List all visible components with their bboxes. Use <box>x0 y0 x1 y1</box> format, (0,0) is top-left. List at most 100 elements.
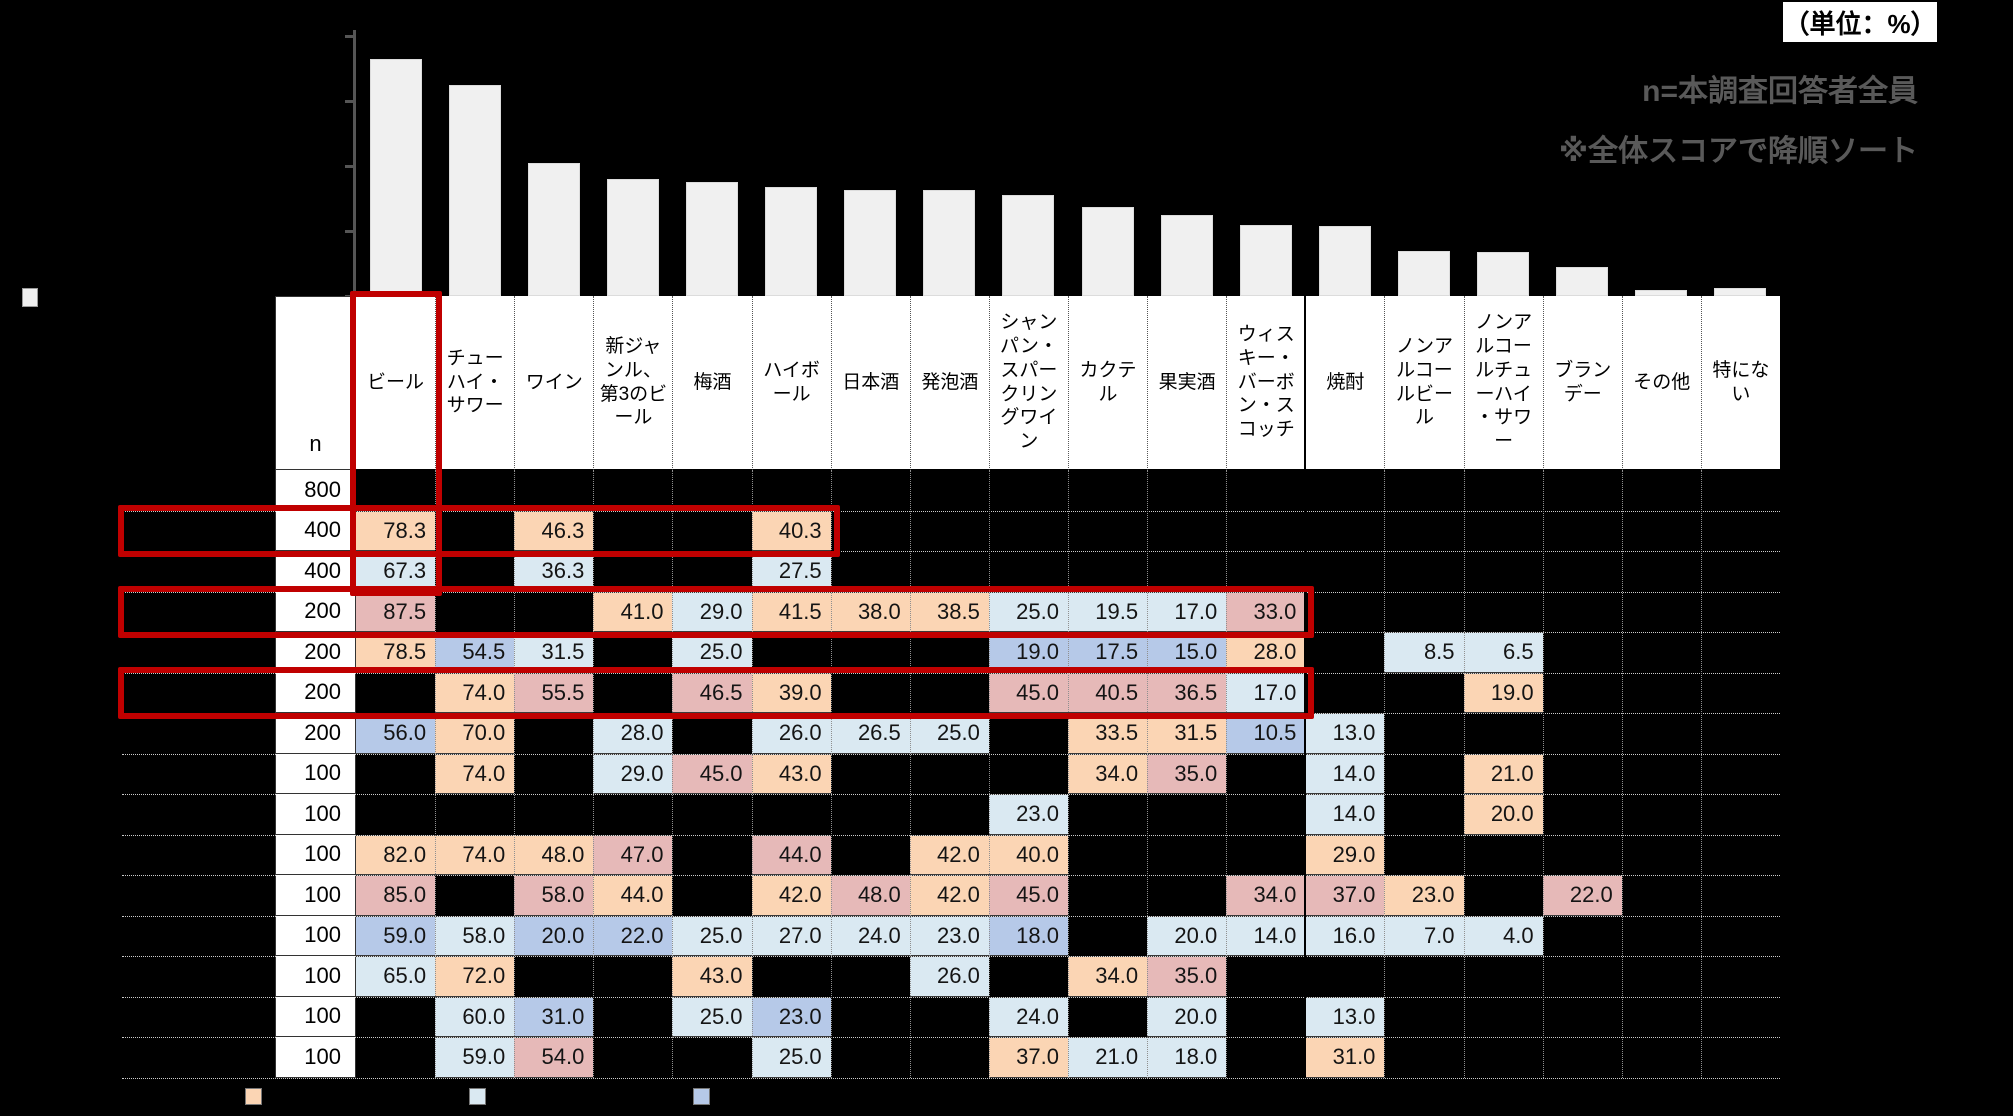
value-cell-r13-c1: 65.0 <box>356 956 436 997</box>
row-separator <box>122 794 1780 795</box>
value-cell-r14-c5: 25.0 <box>672 996 752 1037</box>
bar-3 <box>527 162 580 296</box>
value-cell-r7-c7: 26.5 <box>830 713 910 754</box>
value-cell-r12-c4: 22.0 <box>593 915 673 956</box>
value-cell-r12-c6: 27.0 <box>751 915 831 956</box>
value-cell-r13-c8: 26.0 <box>909 956 989 997</box>
value-cell-r12-c2: 58.0 <box>435 915 515 956</box>
value-cell-r5-c14: 8.5 <box>1384 632 1464 673</box>
legend-swatch-periwinkle <box>693 1088 710 1105</box>
value-cell-r7-c1: 56.0 <box>356 713 436 754</box>
value-cell-r9-c15: 20.0 <box>1463 794 1543 835</box>
value-cell-r8-c5: 45.0 <box>672 753 752 794</box>
value-cell-r12-c9: 18.0 <box>988 915 1068 956</box>
bar-5 <box>685 182 738 296</box>
value-cell-r12-c12: 14.0 <box>1226 915 1306 956</box>
value-cell-r11-c7: 48.0 <box>830 875 910 916</box>
bar-9 <box>1002 195 1055 296</box>
column-separator <box>1384 470 1386 1078</box>
column-header-3: ワイン <box>514 296 594 470</box>
bar-16 <box>1556 266 1609 296</box>
value-cell-r5-c3: 31.5 <box>514 632 594 673</box>
n-cell-row-9: 100 <box>275 794 356 835</box>
legend-swatch-lightblue <box>469 1088 486 1105</box>
value-cell-r4-c6: 41.5 <box>751 591 831 632</box>
n-cell-row-10: 100 <box>275 834 356 875</box>
n-cell-row-5: 200 <box>275 632 356 673</box>
column-header-8: 発泡酒 <box>909 296 989 470</box>
column-header-17: その他 <box>1621 296 1701 470</box>
value-cell-r5-c2: 54.5 <box>435 632 515 673</box>
value-cell-r7-c8: 25.0 <box>909 713 989 754</box>
value-cell-r15-c9: 37.0 <box>988 1037 1068 1078</box>
value-cell-r5-c9: 19.0 <box>988 632 1068 673</box>
row-separator <box>122 1077 1780 1079</box>
value-cell-r10-c6: 44.0 <box>751 834 831 875</box>
value-cell-r4-c11: 17.0 <box>1147 591 1227 632</box>
note-sort-order: ※全体スコアで降順ソート <box>1558 135 1918 168</box>
value-cell-r10-c3: 48.0 <box>514 834 594 875</box>
value-cell-r4-c8: 38.5 <box>909 591 989 632</box>
value-cell-r6-c6: 39.0 <box>751 672 831 713</box>
value-cell-r12-c3: 20.0 <box>514 915 594 956</box>
column-separator <box>514 470 516 1078</box>
value-cell-r10-c9: 40.0 <box>988 834 1068 875</box>
value-cell-r14-c3: 31.0 <box>514 996 594 1037</box>
column-separator <box>435 470 437 1078</box>
column-separator <box>1067 470 1069 1078</box>
highlight-box-beer-column <box>350 291 442 596</box>
column-header-16: ブランデー <box>1542 296 1622 470</box>
value-cell-r7-c2: 70.0 <box>435 713 515 754</box>
column-header-1: ビール <box>356 296 436 470</box>
highlight-box-row-n200-first <box>118 586 1314 638</box>
column-header-5: 梅酒 <box>672 296 752 470</box>
column-separator <box>672 470 674 1078</box>
column-header-6: ハイボール <box>751 296 831 470</box>
value-cell-r13-c2: 72.0 <box>435 956 515 997</box>
value-cell-r8-c10: 34.0 <box>1067 753 1148 794</box>
column-header-14: ノンアルコールビール <box>1384 296 1464 470</box>
column-separator <box>1463 470 1465 1078</box>
row-separator <box>122 834 1780 836</box>
n-cell-row-1: 800 <box>275 470 356 511</box>
value-cell-r6-c15: 19.0 <box>1463 672 1543 713</box>
value-cell-r13-c10: 34.0 <box>1067 956 1148 997</box>
row-separator <box>122 875 1780 876</box>
value-cell-r15-c6: 25.0 <box>751 1037 831 1078</box>
value-cell-r12-c14: 7.0 <box>1384 915 1464 956</box>
row-separator <box>122 672 1780 674</box>
value-cell-r7-c4: 28.0 <box>593 713 673 754</box>
value-cell-r2-c6: 40.3 <box>751 510 831 551</box>
value-cell-r12-c7: 24.0 <box>830 915 910 956</box>
row-separator <box>122 510 1780 512</box>
value-cell-r13-c11: 35.0 <box>1147 956 1227 997</box>
value-cell-r11-c13: 37.0 <box>1305 875 1385 916</box>
value-cell-r12-c5: 25.0 <box>672 915 752 956</box>
value-cell-r5-c5: 25.0 <box>672 632 752 673</box>
value-cell-r4-c5: 29.0 <box>672 591 752 632</box>
value-cell-r10-c2: 74.0 <box>435 834 515 875</box>
row-separator <box>122 956 1780 957</box>
unit-label: （単位：%） <box>1783 8 1937 39</box>
column-header-10: カクテル <box>1067 296 1148 470</box>
value-cell-r15-c10: 21.0 <box>1067 1037 1148 1078</box>
unit-label-box: （単位：%） <box>1783 2 1937 42</box>
highlight-box-row-n400 <box>118 505 840 557</box>
value-cell-r4-c1: 87.5 <box>356 591 436 632</box>
row-separator <box>122 753 1780 755</box>
value-cell-r7-c13: 13.0 <box>1305 713 1385 754</box>
value-cell-r11-c8: 42.0 <box>909 875 989 916</box>
y-axis-tick <box>345 35 354 38</box>
row-separator <box>122 591 1780 593</box>
value-cell-r9-c9: 23.0 <box>988 794 1068 835</box>
column-separator <box>1621 470 1623 1078</box>
value-cell-r8-c13: 14.0 <box>1305 753 1385 794</box>
value-cell-r7-c12: 10.5 <box>1226 713 1306 754</box>
value-cell-r12-c8: 23.0 <box>909 915 989 956</box>
value-cell-r12-c11: 20.0 <box>1147 915 1227 956</box>
value-cell-r10-c8: 42.0 <box>909 834 989 875</box>
y-axis-tick <box>345 165 354 168</box>
value-cell-r11-c9: 45.0 <box>988 875 1068 916</box>
row-separator <box>122 1037 1780 1038</box>
